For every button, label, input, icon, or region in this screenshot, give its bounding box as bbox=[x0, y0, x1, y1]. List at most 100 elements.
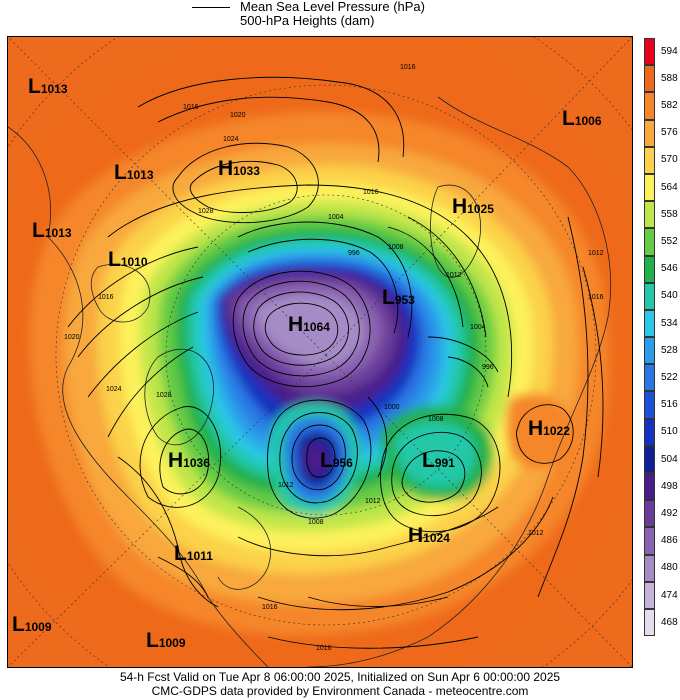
pressure-center: L1006 bbox=[562, 107, 602, 130]
pressure-center: L1010 bbox=[108, 248, 148, 271]
colorbar-swatch bbox=[644, 92, 655, 120]
colorbar-swatch bbox=[644, 581, 655, 609]
isobar-1012-south bbox=[237, 506, 499, 557]
colorbar-swatch bbox=[644, 554, 655, 582]
pressure-center: L1013 bbox=[114, 161, 154, 184]
colorbar-tick-label: 582 bbox=[661, 100, 678, 111]
latitude-60 bbox=[165, 194, 487, 516]
isobar-1012-west bbox=[67, 246, 199, 328]
isobar-label: 1008 bbox=[388, 244, 404, 251]
pressure-center: L991 bbox=[422, 449, 455, 472]
pressure-center: H1025 bbox=[452, 195, 494, 218]
isobar-1032-greenland bbox=[159, 428, 210, 495]
isobar-1004-low bbox=[237, 221, 413, 338]
colorbar-tick-label: 570 bbox=[661, 154, 678, 166]
isobar-1008-east bbox=[387, 226, 464, 328]
isobar-1064-ring-1 bbox=[264, 302, 339, 356]
isobar-1022-ring bbox=[516, 404, 574, 464]
isobar-label: 1016 bbox=[400, 64, 416, 71]
isobar-label: 996 bbox=[482, 364, 494, 371]
meridian-3 bbox=[8, 354, 327, 667]
isobar-1028-ring bbox=[189, 160, 298, 213]
colorbar-tick-label: 558 bbox=[661, 208, 678, 220]
colorbar-tick-label: 534 bbox=[661, 317, 678, 329]
isobar-label: 1008 bbox=[308, 519, 324, 526]
coastlines bbox=[8, 96, 611, 667]
height-warm-southwest bbox=[8, 497, 128, 667]
map-canvas: 1016 1020 1024 1028 1016 1004 996 1008 1… bbox=[8, 37, 632, 667]
isobar-1020-north bbox=[157, 96, 380, 163]
colorbar-swatch bbox=[644, 309, 655, 338]
colorbar-tick-label: 480 bbox=[661, 562, 678, 574]
colorbar-tick-label: 474 bbox=[661, 589, 678, 601]
isobar-label: 1012 bbox=[365, 498, 381, 505]
isobar-1016-east-edge bbox=[582, 266, 604, 478]
colorbar-swatch bbox=[644, 228, 655, 256]
isobar-1036-wave bbox=[117, 456, 219, 608]
colorbar-tick-label: 594 bbox=[661, 45, 678, 57]
isobar-label: 1016 bbox=[316, 645, 332, 652]
isobar-1016-bottom bbox=[267, 636, 479, 649]
coastline-north-america bbox=[8, 126, 269, 667]
isobar-label: 1016 bbox=[183, 104, 199, 111]
colorbar-swatch bbox=[644, 473, 655, 501]
latitude-circles bbox=[8, 37, 632, 667]
height-fill-bands bbox=[8, 37, 632, 667]
isobar-1000-ring bbox=[391, 431, 482, 517]
coastline-greenland bbox=[144, 348, 214, 446]
isobar-label: 996 bbox=[348, 250, 360, 257]
colorbar-swatch bbox=[644, 173, 655, 202]
colorbar-swatch bbox=[644, 364, 655, 392]
colorbar-swatch bbox=[644, 418, 655, 446]
colorbar-tick-label: 468 bbox=[661, 616, 678, 628]
forecast-map: 1016 1020 1024 1028 1016 1004 996 1008 1… bbox=[7, 36, 633, 668]
colorbar-swatch bbox=[644, 500, 655, 528]
isobar-1064-ring-2 bbox=[253, 291, 349, 366]
isobar-1016-mid bbox=[107, 184, 513, 398]
isobar-label: 1020 bbox=[64, 334, 80, 341]
colorbar-tick-label: 552 bbox=[661, 236, 678, 247]
isobar-1028-greenland bbox=[139, 406, 222, 508]
isobar-label: 1028 bbox=[198, 208, 214, 215]
isobar-1008-ring bbox=[380, 413, 501, 533]
pressure-center: L956 bbox=[320, 449, 353, 472]
isobar-label: 1024 bbox=[223, 136, 239, 143]
legend-line-swatch bbox=[192, 7, 230, 8]
isobar-956-ring-4 bbox=[267, 399, 372, 519]
colorbar-swatch bbox=[644, 146, 655, 174]
isobar-label: 1016 bbox=[363, 189, 379, 196]
height-warm-northwest bbox=[8, 37, 208, 217]
isobar-label: 1016 bbox=[262, 604, 278, 611]
pressure-center: H1033 bbox=[218, 157, 260, 180]
colorbar-tick-label: 510 bbox=[661, 426, 678, 438]
height-lobe-south-peak bbox=[302, 443, 329, 476]
colorbar-swatch bbox=[644, 527, 655, 555]
isobar-1024-ring bbox=[172, 142, 319, 224]
isobar-996-east bbox=[447, 356, 489, 388]
pressure-center: L953 bbox=[382, 286, 415, 309]
latitude-45 bbox=[55, 84, 597, 626]
isobar-996-low bbox=[247, 238, 399, 334]
isobar-1024-west bbox=[107, 346, 194, 438]
isobar-label: 1024 bbox=[106, 386, 122, 393]
colorbar-tick-label: 546 bbox=[661, 263, 678, 275]
colorbar-swatch bbox=[644, 445, 655, 473]
colorbar-swatch bbox=[644, 391, 655, 419]
pressure-center: H1064 bbox=[288, 313, 330, 336]
forecast-valid-text: 54-h Fcst Valid on Tue Apr 8 06:00:00 20… bbox=[119, 670, 561, 684]
colorbar-tick-label: 492 bbox=[661, 508, 678, 519]
isobar-956-ring-2 bbox=[291, 424, 346, 491]
colorbar-tick-label: 522 bbox=[661, 372, 678, 383]
colorbar-tick-label: 564 bbox=[661, 181, 678, 193]
pressure-center: L1009 bbox=[12, 613, 52, 636]
isobar-991-ring bbox=[401, 450, 466, 503]
isobar-1016-south bbox=[257, 496, 554, 611]
isobar-956-ring-3 bbox=[279, 412, 358, 504]
isobar-1020-west bbox=[87, 311, 199, 398]
colorbar-swatch bbox=[644, 201, 655, 229]
height-pocket-east bbox=[506, 393, 574, 469]
pressure-center: H1024 bbox=[408, 524, 450, 547]
colorbar-tick-label: 540 bbox=[661, 290, 678, 302]
isobar-label: 1012 bbox=[278, 482, 294, 489]
coastline-alaska bbox=[217, 506, 272, 590]
